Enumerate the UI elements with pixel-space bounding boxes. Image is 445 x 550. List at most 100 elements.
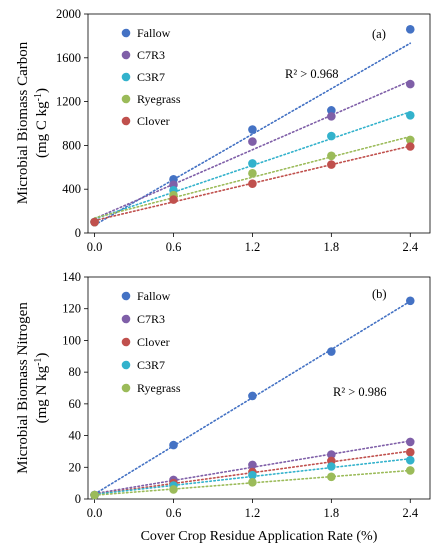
y-tick-label-b-1: 20 (69, 460, 82, 474)
point-b-clover-4 (405, 447, 415, 457)
panel-label-b: (b) (372, 287, 387, 301)
point-b-c3r7-2 (248, 470, 257, 480)
panel-a: 0 400 800 1200 1600 2000 0.0 0.6 1.2 1.8 2.4 Fallow… (15, 7, 431, 254)
x-tick-label-b-1: 0.6 (166, 506, 182, 520)
legend-label-a-clover: Clover (137, 114, 170, 128)
y-tick-label-b-0: 0 (75, 492, 81, 506)
point-a-clover-4 (405, 142, 415, 151)
legend-label-b-fallow: Fallow (137, 289, 171, 303)
x-tick-label-a-4: 2.4 (402, 240, 418, 254)
trendline-a-c7r3 (93, 80, 412, 220)
point-a-c7r3-4 (405, 79, 415, 89)
point-b-ryegrass-2 (248, 478, 257, 487)
point-a-c3r7-3 (327, 131, 336, 141)
point-a-fallow-3 (327, 106, 336, 115)
x-tick-label-b-4: 2.4 (402, 506, 418, 520)
point-b-c3r7-3 (327, 462, 336, 471)
y-tick-label-b-6: 120 (62, 302, 81, 316)
point-a-c3r7-2 (248, 159, 257, 168)
point-a-clover-0 (90, 217, 99, 227)
legend-label-b-clover: Clover (137, 335, 170, 349)
legend-marker-a-c3r7 (121, 72, 131, 82)
ylabel-a-line2: (mg C kg-1) (33, 88, 51, 158)
legend-label-a-fallow: Fallow (137, 26, 171, 40)
point-b-fallow-2 (248, 391, 257, 401)
y-tick-label-b-3: 60 (69, 397, 82, 411)
point-b-fallow-4 (405, 296, 415, 306)
legend-label-a-ryegrass: Ryegrass (137, 92, 181, 106)
point-b-c3r7-4 (405, 455, 415, 465)
x-tick-label-a-1: 0.6 (166, 240, 182, 254)
legend-marker-a-c7r3 (121, 50, 131, 60)
point-a-fallow-2 (248, 125, 257, 134)
marks-a: 0 400 800 1200 1600 2000 0.0 0.6 1.2 1.8 2.4 Fallow… (56, 7, 419, 254)
x-tick-label-b-3: 1.8 (324, 506, 340, 520)
point-b-c7r3-3 (327, 450, 336, 459)
x-tick-label-a-3: 1.8 (324, 240, 340, 254)
x-tick-label-a-0: 0.0 (87, 240, 103, 254)
trendline-b-c3r7 (93, 457, 412, 496)
y-tick-label-a-4: 1600 (56, 51, 81, 65)
trendline-a-c3r7 (93, 111, 412, 220)
point-b-c7r3-4 (405, 437, 415, 447)
legend-marker-a-fallow (121, 28, 131, 38)
point-b-ryegrass-0 (90, 490, 99, 500)
point-a-ryegrass-4 (405, 135, 415, 145)
point-b-ryegrass-1 (169, 485, 178, 494)
y-tick-label-a-0: 0 (75, 226, 81, 240)
legend-marker-a-clover (121, 116, 131, 126)
ylabel-a: Microbial Biomass Carbon (mg C kg-1) (15, 41, 50, 204)
ylabel-b: Microbial Biomass Nitrogen (mg N kg-1) (15, 302, 50, 474)
point-a-c7r3-2 (248, 137, 257, 146)
point-a-ryegrass-2 (248, 169, 257, 178)
y-tick-label-b-5: 100 (62, 333, 81, 347)
x-tick-label-b-0: 0.0 (87, 506, 103, 520)
legend-label-b-c3r7: C3R7 (137, 358, 165, 372)
point-a-clover-3 (327, 160, 336, 169)
legend-marker-b-c3r7 (121, 360, 131, 370)
x-axis-label: Cover Crop Residue Application Rate (%) (141, 529, 378, 544)
legend-marker-b-c7r3 (121, 314, 131, 324)
legend-marker-b-fallow (121, 291, 131, 301)
r2-annotation-b: R² > 0.986 (333, 385, 387, 399)
ylabel-a-line1: Microbial Biomass Carbon (15, 41, 31, 204)
legend-marker-a-ryegrass (121, 94, 131, 104)
y-tick-label-b-4: 80 (69, 365, 82, 379)
y-tick-label-b-7: 140 (62, 270, 81, 284)
point-b-ryegrass-3 (327, 472, 336, 482)
point-b-fallow-1 (169, 440, 178, 450)
point-b-ryegrass-4 (405, 466, 415, 475)
ylabel-b-line1: Microbial Biomass Nitrogen (15, 302, 31, 474)
legend-label-b-ryegrass: Ryegrass (137, 381, 181, 395)
point-b-fallow-3 (327, 347, 336, 356)
panel-b: 0 20 40 60 80 100 120 140 0.0 0.6 1.2 1.8 2.4 Fallow C… (15, 270, 431, 520)
plot-frame-b (87, 276, 431, 500)
point-a-clover-1 (169, 195, 178, 204)
marks-b: 0 20 40 60 80 100 120 140 0.0 0.6 1.2 1.8 2.4 Fallow C… (62, 270, 419, 520)
point-a-fallow-4 (405, 25, 415, 34)
trendline-a-ryegrass (93, 135, 412, 219)
y-tick-label-a-2: 800 (62, 138, 81, 152)
x-tick-label-a-2: 1.2 (245, 240, 261, 254)
y-tick-label-a-3: 1200 (56, 95, 81, 109)
legend-label-a-c7r3: C7R3 (137, 48, 165, 62)
r2-annotation-a: R² > 0.968 (285, 67, 339, 81)
trendline-a-fallow (93, 42, 412, 226)
point-b-c7r3-2 (248, 460, 257, 470)
plot-frame-a (87, 13, 431, 234)
legend-label-b-c7r3: C7R3 (137, 312, 165, 326)
y-tick-label-a-1: 400 (62, 182, 81, 196)
legend-marker-b-ryegrass (121, 383, 131, 393)
ylabel-b-line2: (mg N kg-1) (33, 353, 51, 424)
point-a-c3r7-4 (405, 110, 415, 120)
panel-label-a: (a) (372, 27, 386, 41)
legend-marker-b-clover (121, 337, 131, 347)
y-tick-label-b-2: 40 (69, 429, 82, 443)
legend-label-a-c3r7: C3R7 (137, 70, 165, 84)
point-a-c7r3-3 (327, 112, 336, 121)
point-a-clover-2 (248, 179, 257, 189)
y-tick-label-a-5: 2000 (56, 7, 81, 21)
trendline-b-ryegrass (93, 469, 412, 496)
x-tick-label-b-2: 1.2 (245, 506, 261, 520)
